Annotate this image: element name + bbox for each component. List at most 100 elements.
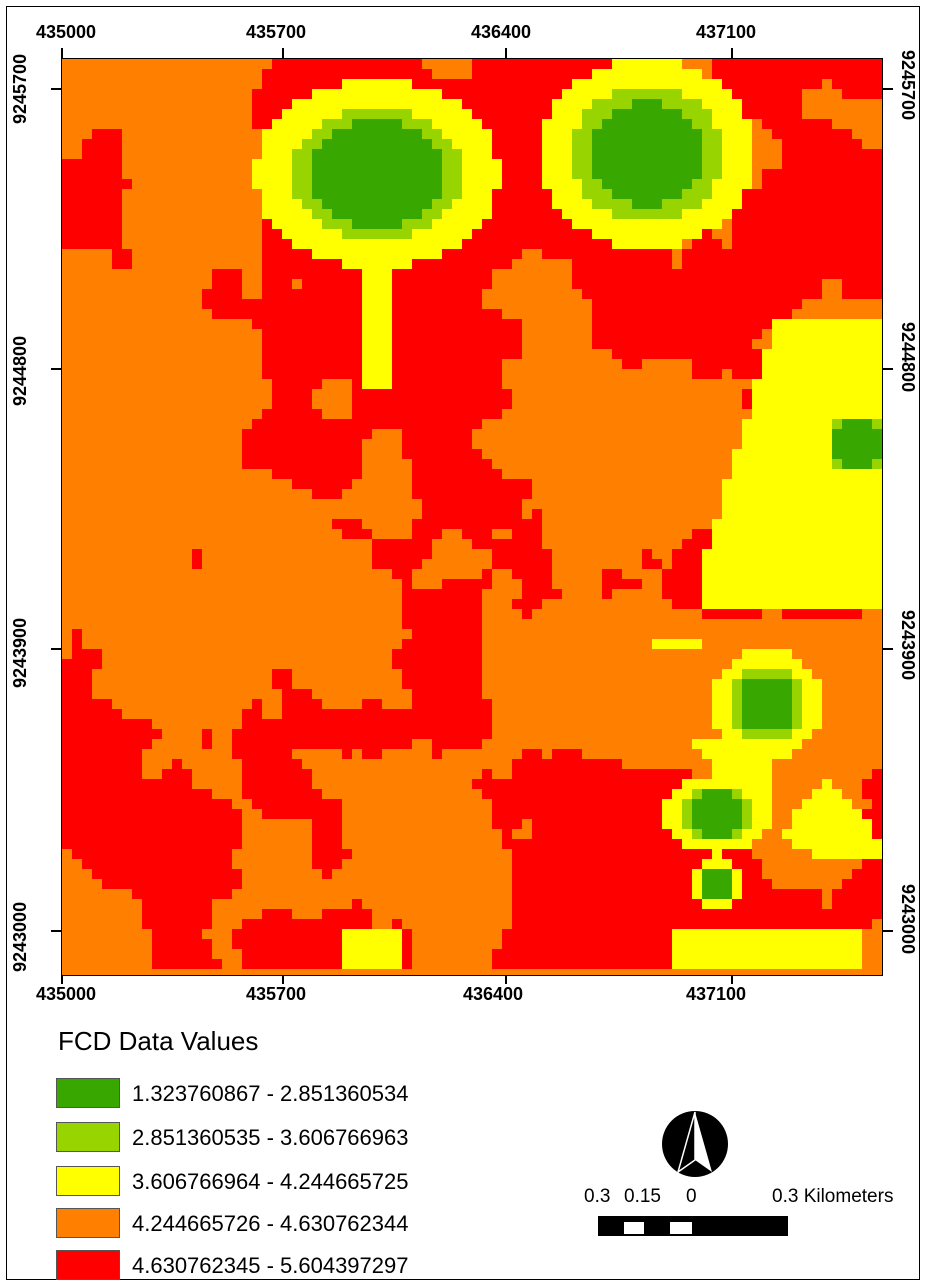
- raster-cell: [262, 759, 272, 769]
- raster-cell: [662, 109, 672, 119]
- raster-cell: [262, 129, 272, 139]
- raster-cell: [852, 529, 862, 539]
- raster-cell: [442, 199, 452, 209]
- raster-cell: [462, 299, 472, 309]
- raster-cell: [732, 759, 742, 769]
- raster-cell: [322, 369, 332, 379]
- raster-cell: [842, 539, 852, 549]
- raster-cell: [772, 449, 782, 459]
- raster-cell: [742, 199, 752, 209]
- raster-cell: [772, 289, 782, 299]
- raster-cell: [562, 99, 572, 109]
- raster-cell: [862, 559, 872, 569]
- raster-cell: [72, 209, 82, 219]
- raster-cell: [782, 309, 792, 319]
- raster-cell: [82, 659, 92, 669]
- raster-cell: [792, 199, 802, 209]
- raster-cell: [412, 379, 422, 389]
- raster-cell: [552, 119, 562, 129]
- raster-cell: [842, 569, 852, 579]
- raster-cell: [742, 579, 752, 589]
- raster-cell: [682, 89, 692, 99]
- raster-cell: [642, 149, 652, 159]
- raster-cell: [312, 829, 322, 839]
- raster-cell: [372, 939, 382, 949]
- raster-cell: [792, 99, 802, 109]
- raster-cell: [692, 809, 702, 819]
- raster-cell: [512, 899, 522, 909]
- raster-cell: [482, 249, 492, 259]
- raster-cell: [202, 859, 212, 869]
- raster-cell: [662, 219, 672, 229]
- raster-cell: [812, 59, 822, 69]
- raster-cell: [862, 429, 872, 439]
- raster-cell: [302, 379, 312, 389]
- raster-cell: [292, 769, 302, 779]
- raster-cell: [282, 919, 292, 929]
- legend-item-class-5: 4.630762345 - 5.604397297: [56, 1250, 476, 1280]
- raster-cell: [192, 789, 202, 799]
- raster-cell: [722, 689, 732, 699]
- raster-cell: [582, 229, 592, 239]
- raster-cell: [642, 939, 652, 949]
- raster-cell: [812, 169, 822, 179]
- raster-cell: [302, 449, 312, 459]
- raster-cell: [442, 469, 452, 479]
- raster-cell: [662, 139, 672, 149]
- raster-cell: [92, 209, 102, 219]
- raster-cell: [502, 259, 512, 269]
- legend-label: 4.244665726 - 4.630762344: [132, 1211, 409, 1236]
- raster-cell: [382, 59, 392, 69]
- raster-cell: [442, 349, 452, 359]
- raster-cell: [452, 589, 462, 599]
- raster-cell: [852, 599, 862, 609]
- raster-cell: [832, 589, 842, 599]
- raster-cell: [542, 99, 552, 109]
- raster-cell: [712, 259, 722, 269]
- raster-cell: [812, 349, 822, 359]
- raster-cell: [352, 519, 362, 529]
- raster-cell: [242, 299, 252, 309]
- raster-cell: [422, 429, 432, 439]
- raster-cell: [712, 689, 722, 699]
- raster-cell: [432, 469, 442, 479]
- raster-cell: [242, 789, 252, 799]
- raster-cell: [312, 929, 322, 939]
- raster-cell: [512, 929, 522, 939]
- raster-cell: [382, 349, 392, 359]
- raster-cell: [792, 479, 802, 489]
- raster-cell: [322, 479, 332, 489]
- raster-cell: [842, 889, 852, 899]
- raster-cell: [102, 239, 112, 249]
- raster-cell: [62, 789, 72, 799]
- raster-cell: [692, 829, 702, 839]
- raster-cell: [522, 169, 532, 179]
- raster-cell: [862, 89, 872, 99]
- raster-cell: [742, 89, 752, 99]
- raster-cell: [292, 359, 302, 369]
- raster-cell: [482, 69, 492, 79]
- raster-cell: [282, 799, 292, 809]
- raster-cell: [772, 579, 782, 589]
- raster-cell: [542, 219, 552, 229]
- raster-cell: [852, 409, 862, 419]
- raster-cell: [862, 199, 872, 209]
- raster-cell: [432, 439, 442, 449]
- raster-cell: [462, 479, 472, 489]
- raster-cell: [652, 789, 662, 799]
- raster-cell: [692, 349, 702, 359]
- raster-cell: [492, 329, 502, 339]
- raster-cell: [542, 839, 552, 849]
- raster-cell: [672, 919, 682, 929]
- raster-cell: [672, 959, 682, 969]
- raster-cell: [732, 99, 742, 109]
- raster-cell: [392, 739, 402, 749]
- raster-cell: [442, 449, 452, 459]
- raster-cell: [802, 179, 812, 189]
- raster-cell: [362, 299, 372, 309]
- raster-cell: [672, 119, 682, 129]
- raster-cell: [382, 329, 392, 339]
- raster-cell: [742, 319, 752, 329]
- raster-cell: [802, 529, 812, 539]
- raster-cell: [722, 679, 732, 689]
